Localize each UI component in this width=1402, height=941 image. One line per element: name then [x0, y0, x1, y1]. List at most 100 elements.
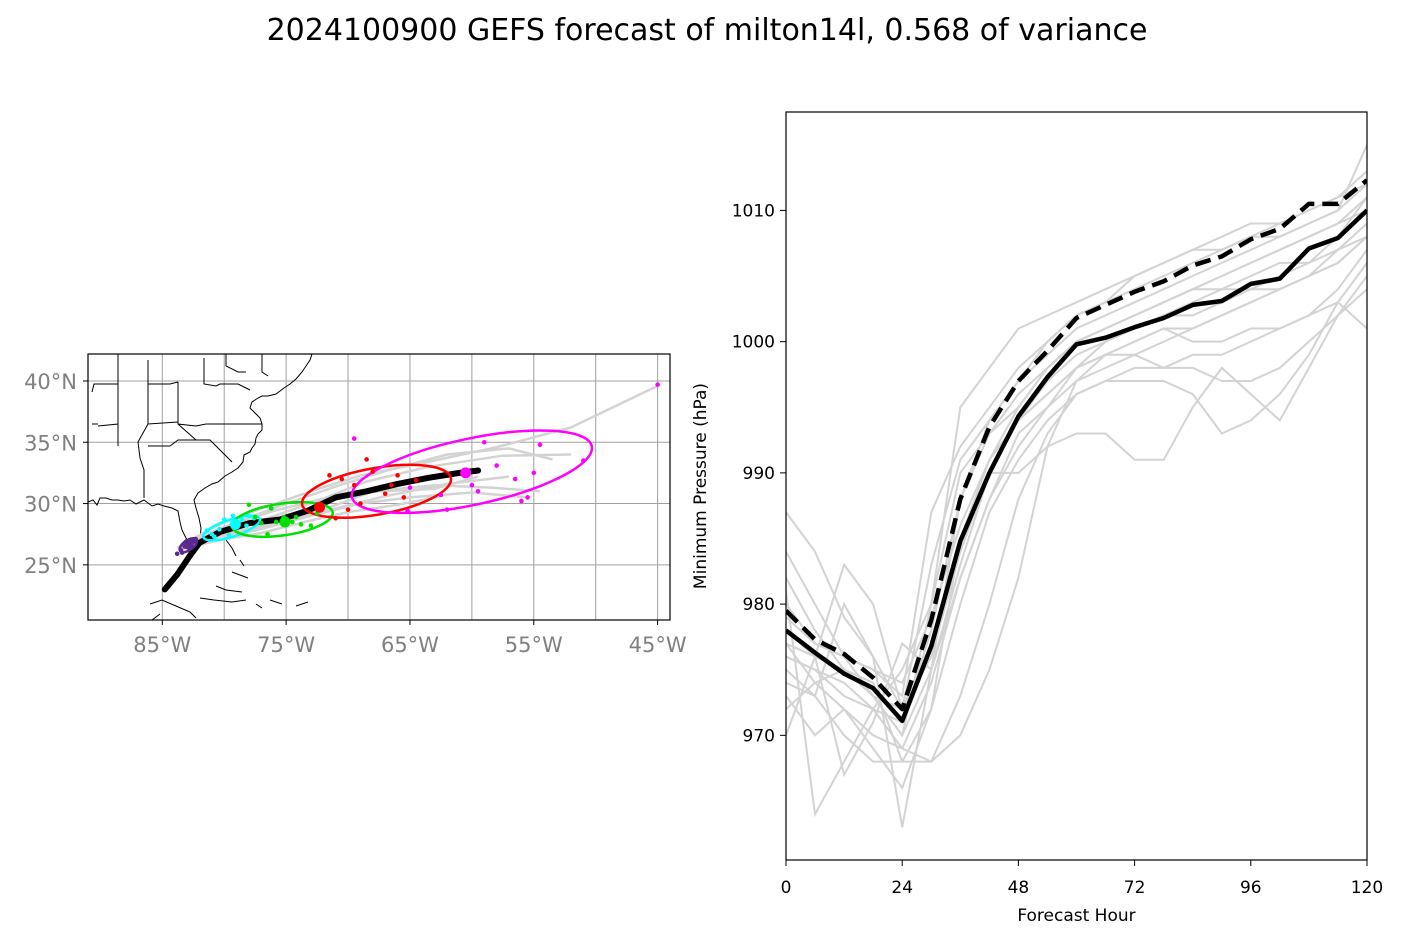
member-position: [413, 477, 419, 483]
map-x-tick-label: 85°W: [133, 633, 191, 657]
member-position: [655, 382, 660, 387]
member-position: [358, 501, 363, 506]
member-position: [438, 492, 444, 498]
member-position: [221, 517, 227, 522]
mean-position: [229, 518, 241, 530]
member-position: [370, 469, 376, 474]
member-position: [519, 498, 524, 504]
member-position: [212, 534, 217, 539]
mean-position: [314, 501, 326, 513]
member-position: [581, 458, 586, 463]
map-y-tick-label: 30°N: [24, 493, 77, 517]
pressure-series: [786, 178, 1367, 724]
member-position: [290, 519, 295, 525]
member-position: [481, 439, 487, 445]
member-position: [273, 519, 279, 525]
member-pressure-line: [786, 183, 1367, 698]
map-frame: [87, 353, 671, 621]
member-pressure-line: [786, 144, 1367, 710]
member-position: [444, 507, 450, 512]
member-position: [382, 491, 388, 497]
member-position: [252, 514, 258, 520]
mean-position: [279, 516, 291, 528]
pressure-ticks: 0 24 48 72 96 120 970 980 990 1000 1010: [732, 201, 1383, 898]
mean-position: [460, 467, 472, 479]
x-tick-label: 24: [891, 878, 913, 898]
member-pressure-line: [786, 235, 1367, 685]
member-position: [308, 523, 314, 528]
member-position: [174, 551, 180, 557]
member-position: [216, 526, 222, 532]
member-position: [407, 485, 413, 490]
member-position: [469, 482, 475, 488]
map-x-tick-label: 55°W: [505, 633, 563, 657]
member-position: [395, 473, 400, 478]
map-y-tick-label: 35°N: [24, 431, 77, 455]
uncertainty-ellipse: [350, 429, 594, 515]
dashed-pressure-line: [786, 178, 1367, 712]
member-position: [204, 528, 210, 533]
map-x-tick-label: 75°W: [257, 633, 315, 657]
pressure-frame: [785, 111, 1368, 861]
x-tick-label: 72: [1124, 878, 1146, 898]
member-position: [531, 470, 537, 476]
y-axis-label: Minimum Pressure (hPa): [691, 383, 711, 589]
member-position: [239, 517, 244, 522]
map-y-tick-label: 25°N: [24, 554, 77, 578]
member-position: [389, 482, 394, 488]
member-pressure-line: [786, 183, 1367, 724]
member-position: [345, 507, 351, 512]
member-position: [327, 473, 332, 478]
member-position: [298, 522, 304, 527]
coastlines: [88, 354, 313, 620]
map-y-tick-label: 40°N: [24, 370, 77, 394]
member-position: [339, 476, 345, 482]
member-pressure-line: [786, 170, 1367, 738]
member-position: [537, 442, 543, 448]
member-pressure-lines: [786, 144, 1367, 828]
member-position: [405, 508, 410, 514]
mean-position: [182, 538, 194, 550]
member-position: [293, 514, 299, 520]
member-position: [246, 502, 252, 508]
y-tick-label: 970: [743, 726, 775, 746]
member-position: [226, 533, 232, 538]
member-position: [475, 488, 481, 494]
uncertainty-ellipse: [202, 514, 262, 542]
member-position: [333, 515, 338, 521]
map-x-tick-label: 45°W: [629, 633, 687, 657]
map-tick-labels: 85°W 75°W 65°W 55°W 45°W 25°N 30°N 35°N 40°N: [24, 370, 687, 657]
member-position: [244, 523, 249, 528]
member-track: [180, 475, 479, 547]
map-x-tick-label: 65°W: [381, 633, 439, 657]
member-pressure-line: [786, 262, 1367, 790]
member-position: [230, 513, 236, 519]
x-tick-label: 48: [1008, 878, 1030, 898]
mean-track: [161, 467, 482, 593]
member-positions: [174, 382, 660, 557]
member-position: [512, 476, 518, 482]
x-tick-label: 0: [781, 878, 792, 898]
y-tick-label: 990: [743, 464, 775, 484]
member-track: [180, 483, 541, 548]
member-pressure-line: [786, 235, 1367, 711]
x-tick-label: 120: [1351, 878, 1383, 898]
member-position: [494, 463, 499, 468]
member-position: [179, 550, 185, 555]
member-position: [401, 495, 407, 500]
member-pressure-line: [786, 209, 1367, 712]
member-pressure-line: [786, 275, 1367, 778]
member-position: [246, 513, 252, 519]
member-position: [364, 457, 369, 462]
y-tick-label: 980: [743, 595, 775, 615]
member-position: [259, 520, 264, 526]
member-position: [525, 495, 530, 500]
x-tick-label: 96: [1240, 878, 1262, 898]
member-position: [268, 506, 274, 511]
member-position: [265, 531, 270, 537]
pressure-panel: 0 24 48 72 96 120 970 980 990 1000 1010 Forecast H…: [691, 111, 1383, 926]
member-position: [351, 436, 357, 441]
member-position: [351, 482, 357, 488]
uncertainty-ellipse: [300, 463, 453, 519]
